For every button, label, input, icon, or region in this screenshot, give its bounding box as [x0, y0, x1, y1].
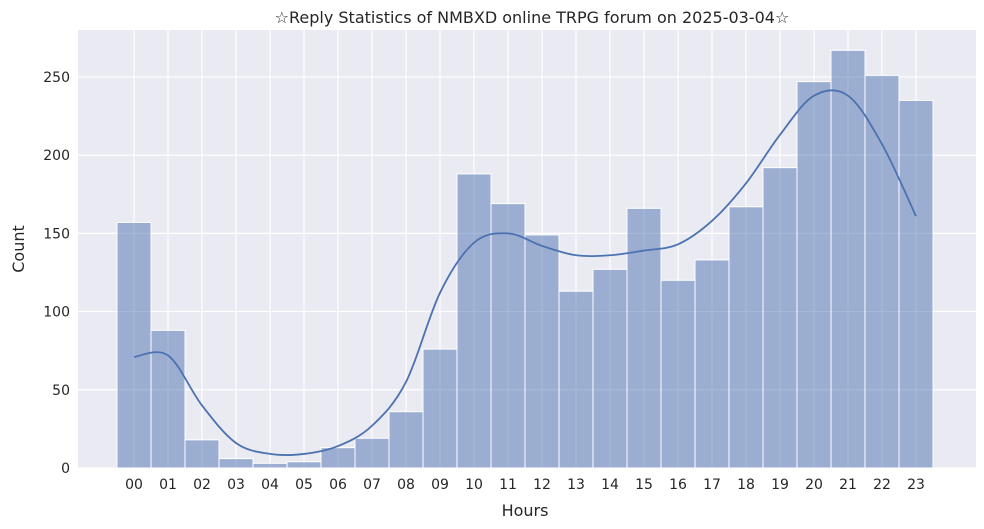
bars [116, 49, 934, 469]
x-tick-label: 15 [635, 477, 653, 493]
x-tick-label: 03 [227, 477, 245, 493]
bar-13 [558, 290, 594, 469]
y-tick-label: 50 [52, 383, 70, 399]
x-tick-label: 16 [669, 477, 687, 493]
y-tick-label: 200 [43, 148, 70, 164]
bar-21 [830, 49, 866, 469]
x-tick-label: 13 [567, 477, 585, 493]
bar-15 [626, 207, 662, 469]
x-tick-label: 06 [329, 477, 347, 493]
bar-00 [116, 221, 152, 469]
y-tick-label: 150 [43, 226, 70, 242]
bar-01 [150, 329, 186, 469]
bar-07 [354, 437, 390, 469]
kde-curve-layer [133, 89, 917, 456]
bar-14 [592, 268, 628, 469]
x-tick-label: 02 [193, 477, 211, 493]
bar-05 [286, 461, 322, 469]
x-tick-label: 18 [737, 477, 755, 493]
chart-title: ☆Reply Statistics of NMBXD online TRPG f… [275, 8, 790, 27]
x-tick-label: 12 [533, 477, 551, 493]
bar-08 [388, 411, 424, 469]
x-tick-label: 07 [363, 477, 381, 493]
x-tick-label: 17 [703, 477, 721, 493]
y-tick-label: 0 [61, 461, 70, 477]
y-tick-labels: 0 50 100 150 200 250 [43, 70, 70, 477]
x-axis-label: Hours [502, 501, 549, 520]
x-tick-label: 14 [601, 477, 619, 493]
bar-17 [694, 259, 730, 469]
x-tick-label: 00 [125, 477, 143, 493]
bar-02 [184, 439, 220, 469]
x-tick-label: 10 [465, 477, 483, 493]
bar-16 [660, 279, 696, 469]
bar-19 [762, 167, 798, 469]
bar-12 [524, 234, 560, 469]
x-tick-label: 11 [499, 477, 517, 493]
bar-18 [728, 206, 764, 469]
x-tick-labels: 00 01 02 03 04 05 06 07 08 09 10 11 12 13 14 15 16 17 18 19… [125, 477, 925, 493]
bar-22 [864, 74, 900, 469]
y-axis-label: Count [9, 225, 28, 273]
bar-20 [796, 81, 832, 469]
x-tick-label: 05 [295, 477, 313, 493]
x-tick-label: 21 [839, 477, 857, 493]
y-tick-label: 100 [43, 305, 70, 321]
x-tick-label: 04 [261, 477, 279, 493]
x-tick-label: 20 [805, 477, 823, 493]
bar-11 [490, 203, 526, 469]
x-tick-label: 01 [159, 477, 177, 493]
bar-23 [898, 99, 934, 469]
x-tick-label: 09 [431, 477, 449, 493]
y-tick-label: 250 [43, 70, 70, 86]
x-tick-label: 22 [873, 477, 891, 493]
x-tick-label: 23 [907, 477, 925, 493]
kde-line [133, 89, 917, 456]
bar-04 [252, 462, 288, 469]
bar-03 [218, 458, 254, 469]
x-tick-label: 19 [771, 477, 789, 493]
bar-10 [456, 173, 492, 469]
bar-09 [422, 348, 458, 469]
x-tick-label: 08 [397, 477, 415, 493]
